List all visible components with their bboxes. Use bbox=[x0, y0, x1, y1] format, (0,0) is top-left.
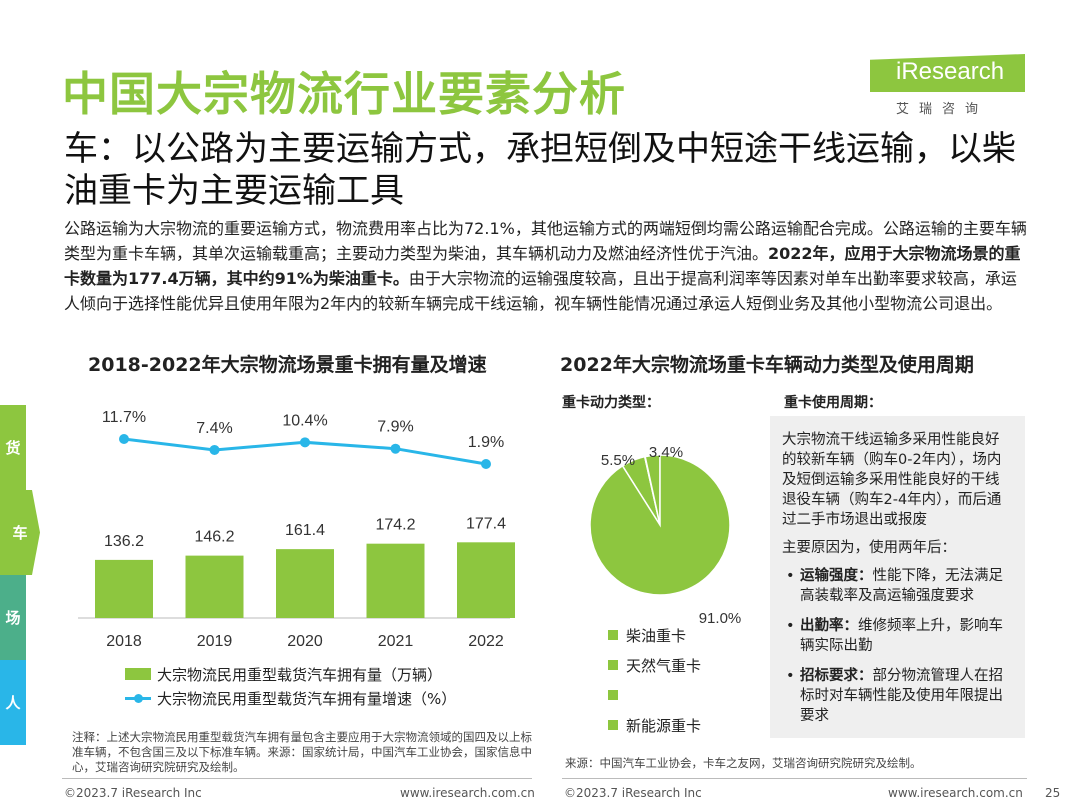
side-tab-vehicle[interactable]: 车 bbox=[0, 490, 40, 575]
side-tab-yard-label: 场 bbox=[5, 609, 21, 627]
bar-value-label: 174.2 bbox=[375, 517, 415, 534]
footer-url-right: www.iresearch.com.cn bbox=[888, 786, 1023, 800]
iresearch-logo: iResearch 艾瑞咨询 bbox=[870, 52, 1040, 122]
pie-legend-label: 天然气重卡 bbox=[626, 656, 702, 675]
pie-subtitle: 重卡动力类型： bbox=[562, 395, 660, 411]
pie-value-label: 3.4% bbox=[649, 444, 683, 461]
side-tabs: 货 车 场 人 bbox=[0, 405, 40, 745]
bar-line-chart: 136.2 2018 146.2 2019 161.4 2020 174.2 2021 177.… bbox=[78, 409, 515, 650]
pie-legend-item bbox=[608, 680, 701, 710]
pie-legend: 柴油重卡 天然气重卡 新能源重卡 bbox=[608, 620, 701, 740]
legend-swatch-bar bbox=[125, 668, 151, 680]
growth-point bbox=[119, 434, 129, 444]
pie-legend-swatch bbox=[608, 660, 618, 670]
cycle-reason-text: 维修频率上升，影响车辆实际出勤 bbox=[800, 618, 1003, 654]
pie-legend-label: 新能源重卡 bbox=[626, 716, 702, 735]
pie-chart-title: 2022年大宗物流场重卡车辆动力类型及使用周期 bbox=[560, 354, 974, 376]
intro-paragraph: 公路运输为大宗物流的重要运输方式，物流费用率占比为72.1%，其他运输方式的两端… bbox=[64, 216, 1029, 316]
pie-value-label: 91.0% bbox=[699, 610, 742, 625]
x-tick-label: 2018 bbox=[106, 633, 142, 650]
usage-cycle-box: 大宗物流干线运输多采用性能良好的较新车辆（购车0-2年内），场内及短倒运输多采用… bbox=[770, 416, 1025, 738]
pie-legend-swatch bbox=[608, 690, 618, 700]
logo-sub: 艾瑞咨询 bbox=[896, 102, 989, 117]
cycle-reason-list: 运输强度：性能下降，无法满足高装载率及高运输强度要求 出勤率：维修频率上升，影响… bbox=[782, 566, 1009, 726]
intro-text-2: 由于大宗物流的运输强度较高，且出于提高利润率等因素对单车出勤率要求较高，承运人倾… bbox=[64, 269, 1017, 313]
bar-2018 bbox=[95, 559, 153, 618]
pie-legend-label: 柴油重卡 bbox=[626, 626, 687, 645]
bar-value-label: 136.2 bbox=[104, 533, 144, 550]
side-tab-yard[interactable]: 场 bbox=[0, 575, 26, 660]
cycle-reason-item: 招标要求：部分物流管理人在招标时对车辆性能及使用年限提出要求 bbox=[782, 666, 1009, 726]
pie-slice bbox=[589, 454, 731, 596]
growth-value-label: 7.9% bbox=[377, 419, 413, 436]
legend-item-line: 大宗物流民用重型载货汽车拥有量增速（%） bbox=[125, 686, 456, 710]
intro-bold: 2022年，应用于大宗物流场景的重卡数量为177.4万辆，其中约91%为柴油重卡… bbox=[64, 244, 1021, 288]
cycle-reason-item: 运输强度：性能下降，无法满足高装载率及高运输强度要求 bbox=[782, 566, 1009, 606]
growth-point bbox=[390, 443, 401, 454]
growth-value-label: 7.4% bbox=[196, 420, 232, 437]
legend-item-bar: 大宗物流民用重型载货汽车拥有量（万辆） bbox=[125, 662, 456, 686]
page-number: 25 bbox=[1045, 786, 1061, 800]
page-subtitle: 车：以公路为主要运输方式，承担短倒及中短途干线运输，以柴油重卡为主要运输工具 bbox=[64, 129, 1016, 211]
pie-legend-item: 天然气重卡 bbox=[608, 650, 701, 680]
side-tab-vehicle-label: 车 bbox=[12, 524, 28, 542]
x-tick-label: 2022 bbox=[468, 633, 504, 650]
bar-2022 bbox=[457, 542, 515, 618]
side-tab-people[interactable]: 人 bbox=[0, 660, 26, 745]
cycle-reason-bold: 招标要求： bbox=[800, 668, 873, 684]
bar-chart-legend: 大宗物流民用重型载货汽车拥有量（万辆） 大宗物流民用重型载货汽车拥有量增速（%） bbox=[125, 662, 456, 710]
pie-value-label: 5.5% bbox=[601, 452, 635, 469]
pie-legend-item: 柴油重卡 bbox=[608, 620, 701, 650]
growth-point bbox=[481, 459, 491, 469]
right-source: 来源：中国汽车工业协会，卡车之友网，艾瑞咨询研究院研究及绘制。 bbox=[565, 756, 922, 770]
footer-copyright-right: ©2023.7 iResearch Inc bbox=[564, 786, 702, 800]
growth-point bbox=[300, 437, 310, 448]
bar-value-label: 177.4 bbox=[466, 515, 506, 532]
cycle-reason-bold: 出勤率： bbox=[800, 618, 858, 634]
footer-rule-left bbox=[62, 778, 532, 779]
pie-legend-swatch bbox=[608, 720, 618, 730]
cycle-heading: 重卡使用周期： bbox=[784, 395, 882, 411]
cycle-reason-intro: 主要原因为，使用两年后： bbox=[782, 540, 956, 556]
bar-chart-title: 2018-2022年大宗物流场景重卡拥有量及增速 bbox=[88, 354, 487, 376]
growth-point bbox=[209, 444, 220, 455]
side-tab-people-label: 人 bbox=[5, 694, 21, 712]
growth-value-label: 11.7% bbox=[102, 409, 146, 426]
logo-word: iResearch bbox=[896, 58, 1005, 85]
side-tab-goods[interactable]: 货 bbox=[0, 405, 26, 490]
page-title: 中国大宗物流行业要素分析 bbox=[62, 67, 626, 121]
bar-value-label: 146.2 bbox=[194, 529, 234, 546]
growth-value-label: 10.4% bbox=[282, 412, 327, 429]
left-note: 注释：上述大宗物流民用重型载货汽车拥有量包含主要应用于大宗物流领域的国四及以上标… bbox=[72, 730, 532, 774]
bar-value-label: 161.4 bbox=[285, 522, 325, 539]
side-tab-goods-label: 货 bbox=[5, 439, 21, 457]
x-tick-label: 2021 bbox=[378, 633, 414, 650]
bar-2019 bbox=[185, 555, 244, 618]
bar-2021 bbox=[366, 543, 425, 618]
intro-text-1: 公路运输为大宗物流的重要运输方式，物流费用率占比为72.1%，其他运输方式的两端… bbox=[64, 219, 1027, 263]
pie-chart: 91.0% 5.5% 3.4% bbox=[589, 444, 742, 625]
footer-copyright-left: ©2023.7 iResearch Inc bbox=[64, 786, 202, 800]
cycle-reason-bold: 运输强度： bbox=[800, 568, 873, 584]
pie-legend-swatch bbox=[608, 630, 618, 640]
x-tick-label: 2019 bbox=[197, 633, 233, 650]
legend-swatch-line bbox=[125, 692, 151, 704]
footer-url-left: www.iresearch.com.cn bbox=[400, 786, 535, 800]
cycle-reason-item: 出勤率：维修频率上升，影响车辆实际出勤 bbox=[782, 616, 1009, 656]
cycle-paragraph: 大宗物流干线运输多采用性能良好的较新车辆（购车0-2年内），场内及短倒运输多采用… bbox=[782, 432, 1002, 528]
logo-bar bbox=[870, 54, 1025, 92]
growth-value-label: 1.9% bbox=[468, 434, 504, 451]
pie-legend-item: 新能源重卡 bbox=[608, 710, 701, 740]
x-tick-label: 2020 bbox=[287, 633, 323, 650]
footer-rule-right bbox=[562, 778, 1027, 779]
legend-label-bar: 大宗物流民用重型载货汽车拥有量（万辆） bbox=[157, 665, 443, 684]
bar-2020 bbox=[276, 549, 334, 618]
cycle-reason-text: 部分物流管理人在招标时对车辆性能及使用年限提出要求 bbox=[800, 668, 1003, 724]
cycle-reason-text: 性能下降，无法满足高装载率及高运输强度要求 bbox=[800, 568, 1003, 604]
legend-label-line: 大宗物流民用重型载货汽车拥有量增速（%） bbox=[157, 689, 457, 708]
